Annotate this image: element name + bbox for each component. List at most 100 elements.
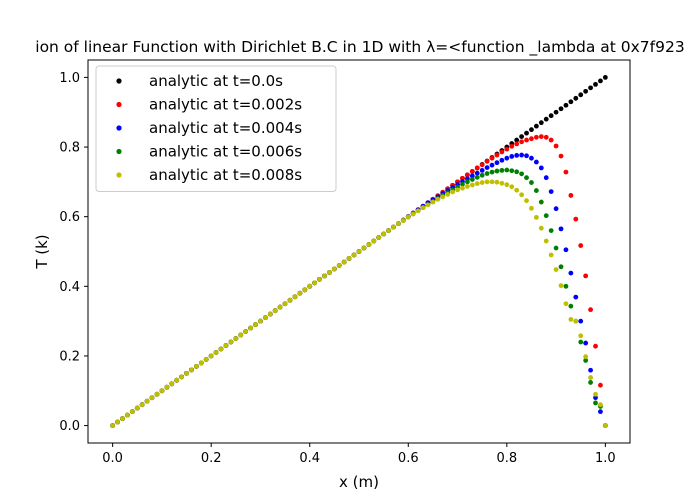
data-point (583, 358, 589, 363)
data-point (262, 315, 268, 321)
data-point (208, 353, 214, 359)
data-point (366, 242, 372, 247)
data-point (144, 398, 150, 404)
data-point (484, 158, 490, 164)
data-point (598, 402, 603, 408)
data-point (548, 137, 554, 143)
x-tick-label: 0.8 (496, 451, 517, 466)
data-point (499, 167, 505, 173)
data-point (465, 183, 470, 189)
data-point (578, 333, 584, 339)
data-point (578, 339, 584, 345)
data-point (484, 171, 490, 176)
data-point (558, 106, 564, 112)
data-point (450, 189, 456, 195)
data-point (420, 205, 426, 211)
data-point (588, 375, 593, 380)
data-point (538, 225, 544, 231)
data-point (588, 367, 593, 373)
data-point (164, 384, 170, 390)
data-point (272, 308, 278, 314)
data-point (524, 198, 529, 204)
data-point (558, 264, 564, 270)
data-point (474, 170, 480, 176)
data-point (351, 252, 357, 258)
data-point (120, 416, 125, 422)
data-point (578, 243, 584, 248)
data-point (519, 192, 524, 198)
legend-marker (116, 172, 122, 178)
data-point (563, 283, 569, 289)
data-point (558, 283, 564, 289)
data-point (514, 153, 520, 158)
data-point (405, 214, 411, 220)
data-point (583, 273, 589, 279)
data-point (568, 193, 574, 198)
data-point (598, 382, 603, 388)
data-point (479, 180, 485, 185)
data-point (563, 301, 569, 307)
legend-marker (116, 125, 122, 131)
data-point (563, 102, 569, 108)
data-point (519, 134, 524, 140)
data-point (514, 187, 520, 193)
data-point (474, 181, 480, 187)
data-point (568, 317, 574, 322)
data-point (548, 228, 554, 234)
data-point (396, 221, 401, 227)
data-point (469, 177, 475, 182)
data-point (509, 143, 515, 149)
data-point (307, 283, 313, 289)
data-point (381, 231, 387, 237)
data-point (465, 179, 470, 185)
data-point (529, 136, 534, 142)
data-point (139, 402, 145, 408)
data-point (499, 149, 505, 155)
data-point (598, 78, 603, 84)
data-point (529, 155, 534, 161)
data-point (189, 367, 194, 373)
data-point (327, 269, 332, 275)
data-point (558, 153, 564, 159)
x-axis-label: x (m) (339, 473, 379, 491)
data-point (509, 154, 515, 159)
data-point (277, 304, 283, 310)
data-point (533, 214, 539, 220)
y-tick-label: 0.6 (59, 210, 80, 225)
x-tick-label: 0.0 (102, 451, 123, 466)
data-point (504, 155, 510, 161)
data-point (588, 85, 593, 91)
data-point (593, 395, 598, 401)
data-point (346, 256, 352, 261)
data-point (460, 185, 465, 191)
data-point (524, 137, 529, 143)
data-point (568, 99, 574, 105)
data-point (184, 370, 189, 376)
y-tick-label: 1.0 (59, 71, 80, 86)
data-point (479, 172, 485, 178)
data-point (533, 188, 539, 193)
data-point (465, 172, 470, 178)
data-point (233, 336, 239, 341)
data-point (553, 267, 559, 273)
x-tick-label: 0.2 (201, 451, 222, 466)
data-point (129, 409, 135, 415)
data-point (593, 81, 598, 87)
data-point (538, 120, 544, 126)
data-point (282, 301, 288, 307)
data-point (489, 179, 495, 185)
data-point (287, 297, 293, 303)
legend-entry: analytic at t=0.0s (149, 72, 283, 90)
series-4 (110, 179, 608, 428)
data-point (376, 235, 382, 240)
data-point (253, 322, 258, 328)
legend-box (95, 65, 337, 192)
y-tick-label: 0.4 (59, 280, 80, 295)
plot-area (110, 75, 608, 428)
data-point (430, 199, 436, 205)
data-point (415, 208, 421, 214)
data-point (573, 95, 579, 101)
data-point (356, 249, 362, 254)
data-point (494, 152, 500, 158)
data-point (391, 224, 396, 230)
